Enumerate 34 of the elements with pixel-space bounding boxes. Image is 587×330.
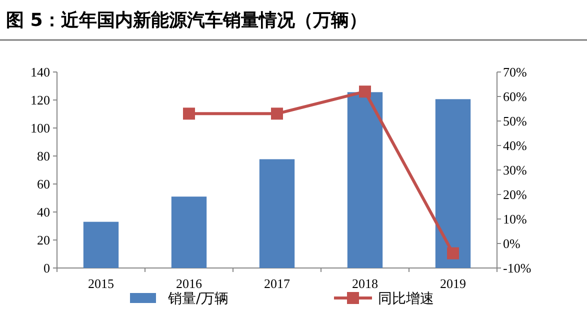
y2-tick-label: 20% xyxy=(503,187,527,202)
y2-tick-label: -10% xyxy=(503,260,532,276)
y-tick-label: 60 xyxy=(37,176,50,192)
point xyxy=(183,108,195,120)
y-tick-label: 0 xyxy=(44,260,50,276)
bar xyxy=(171,196,207,268)
bar xyxy=(435,99,471,268)
point xyxy=(271,108,283,120)
point xyxy=(447,247,459,260)
x-tick-label: 2019 xyxy=(440,276,466,291)
legend-label: 同比增速 xyxy=(378,291,434,307)
y-tick-label: 80 xyxy=(37,148,50,164)
legend-label: 销量/万辆 xyxy=(167,291,229,307)
y2-tick-label: 60% xyxy=(503,89,527,104)
x-tick-label: 2016 xyxy=(176,276,202,291)
point xyxy=(359,86,371,98)
y2-tick-label: 10% xyxy=(503,212,527,226)
chart-title: 图 5：近年国内新能源汽车销量情况（万辆） xyxy=(6,10,367,31)
y2-tick-label: 50% xyxy=(503,114,527,128)
y2-tick-label: 0% xyxy=(503,236,520,251)
x-tick-label: 2017 xyxy=(264,276,290,291)
y-tick-label: 100 xyxy=(30,120,50,136)
bar xyxy=(347,92,383,268)
y2-tick-label: 30% xyxy=(503,162,527,178)
y2-tick-label: 40% xyxy=(503,138,527,153)
x-tick-label: 2018 xyxy=(352,276,378,291)
bar xyxy=(259,159,295,268)
y-tick-label: 40 xyxy=(37,204,50,220)
y2-tick-label: 70% xyxy=(503,64,527,80)
bar xyxy=(83,222,119,268)
x-tick-label: 2015 xyxy=(88,276,114,291)
y-tick-label: 120 xyxy=(30,92,50,108)
y-tick-label: 20 xyxy=(37,232,50,248)
y-tick-label: 140 xyxy=(30,64,50,80)
